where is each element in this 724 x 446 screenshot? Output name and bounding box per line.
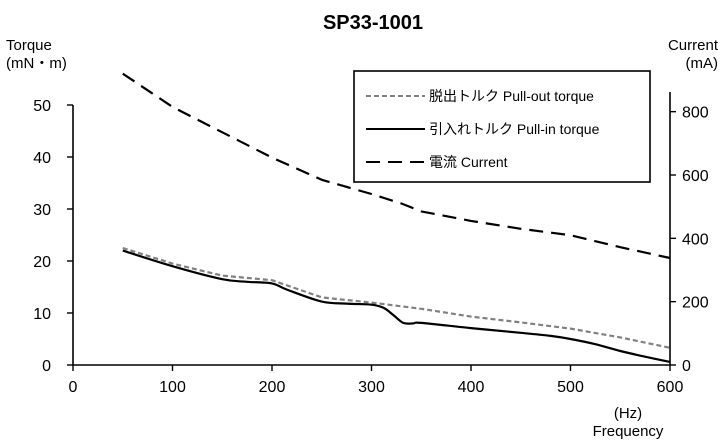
chart-title: SP33-1001 [323, 12, 423, 34]
x-axis-tick-label: 600 [657, 379, 684, 396]
right-axis-title-line1: Current [668, 37, 719, 54]
legend-label-current: 電流 Current [429, 154, 508, 170]
left-axis-title-line2: (mN・m) [6, 55, 67, 72]
legend-label-pull-in: 引入れトルク Pull-in torque [429, 121, 600, 137]
legend: 脱出トルク Pull-out torque 引入れトルク Pull-in tor… [353, 70, 651, 183]
left-axis-tick-label: 50 [33, 98, 51, 115]
right-axis-tick-label: 400 [682, 231, 709, 248]
left-axis-tick-label: 0 [42, 358, 51, 375]
right-axis-tick-label: 600 [682, 168, 709, 185]
x-axis-tick-label: 500 [557, 379, 584, 396]
left-axis-tick-label: 40 [33, 150, 51, 167]
current-line [122, 72, 671, 260]
x-axis-tick-label: 300 [358, 379, 385, 396]
left-axis-tick-label: 10 [33, 306, 51, 323]
right-axis-tick-label: 0 [682, 358, 691, 375]
legend-label-pull-out: 脱出トルク Pull-out torque [429, 88, 594, 104]
right-axis-tick-label: 800 [682, 105, 709, 122]
right-axis-title-line2: (mA) [686, 55, 719, 72]
left-axis-tick-label: 30 [33, 202, 51, 219]
left-axis-title-line1: Torque [6, 37, 52, 54]
right-axis-tick-label: 200 [682, 295, 709, 312]
pull-in-torque-line [122, 249, 671, 363]
x-axis-tick-label: 400 [458, 379, 485, 396]
x-axis-unit-label: (Hz) [614, 405, 642, 422]
series-layer [122, 72, 671, 363]
pull-out-torque-line [122, 246, 671, 349]
x-axis-tick-label: 200 [259, 379, 286, 396]
legend-box [353, 70, 651, 183]
x-axis-title: Frequency [593, 423, 664, 440]
x-axis-tick-label: 100 [159, 379, 186, 396]
x-axis-tick-label: 0 [69, 379, 78, 396]
left-axis-tick-label: 20 [33, 254, 51, 271]
